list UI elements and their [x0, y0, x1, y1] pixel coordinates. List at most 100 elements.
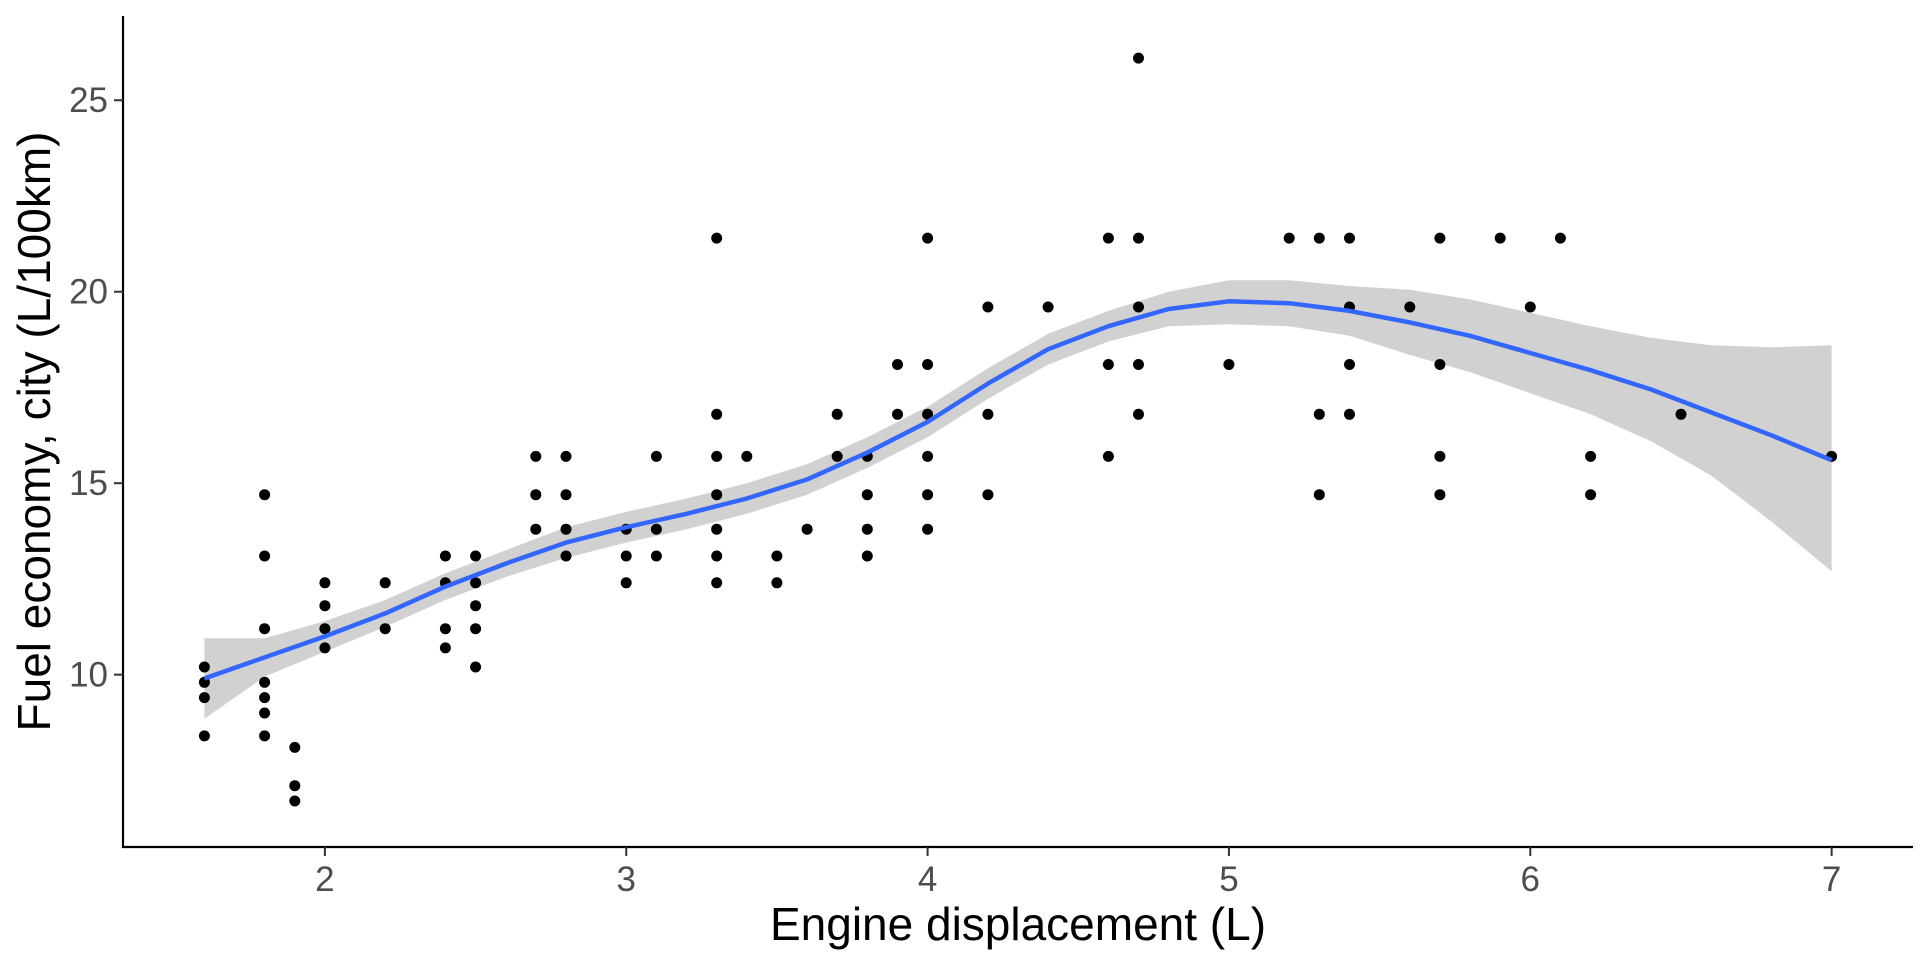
data-point — [1102, 450, 1114, 462]
data-point — [1434, 232, 1446, 244]
data-point — [650, 450, 662, 462]
data-point — [1283, 232, 1295, 244]
data-point — [711, 489, 723, 501]
data-point — [1344, 232, 1355, 244]
data-point — [922, 232, 934, 244]
data-point — [470, 600, 482, 612]
data-point — [1585, 489, 1597, 501]
data-point — [470, 577, 482, 589]
data-point — [1102, 359, 1114, 370]
x-tick-label: 6 — [1521, 860, 1540, 899]
axes-layer — [121, 16, 1913, 849]
data-point — [560, 450, 572, 462]
data-point — [831, 408, 843, 420]
data-point — [1344, 408, 1355, 420]
data-point — [289, 795, 301, 807]
data-point — [470, 550, 482, 562]
data-point — [319, 600, 331, 612]
data-point — [530, 489, 542, 501]
data-point — [1675, 408, 1687, 420]
data-point — [650, 523, 662, 535]
data-point — [560, 489, 572, 501]
x-axis-title: Engine displacement (L) — [770, 898, 1266, 950]
data-point — [259, 730, 271, 742]
y-tick-label: 10 — [69, 656, 108, 695]
data-point — [1042, 301, 1054, 313]
data-point — [1133, 232, 1144, 244]
x-tick-label: 5 — [1219, 860, 1238, 899]
data-point — [439, 550, 451, 562]
data-point — [861, 489, 873, 501]
data-point — [530, 450, 542, 462]
x-tick-label: 7 — [1822, 860, 1841, 899]
data-point — [771, 550, 783, 562]
data-point — [650, 550, 662, 562]
data-point — [470, 623, 482, 635]
data-point — [711, 450, 723, 462]
data-point — [1313, 232, 1325, 244]
data-point — [1524, 301, 1536, 313]
data-point — [259, 623, 271, 635]
data-point — [1434, 489, 1446, 501]
data-point — [861, 523, 873, 535]
data-point — [711, 523, 723, 535]
data-point — [892, 359, 903, 370]
data-point — [771, 577, 783, 589]
data-point — [259, 489, 271, 501]
data-point — [1133, 408, 1144, 420]
data-point — [711, 408, 723, 420]
data-point — [892, 408, 903, 420]
data-point — [861, 550, 873, 562]
data-point — [319, 623, 331, 635]
data-point — [1344, 359, 1355, 370]
points-layer — [198, 52, 1838, 807]
data-point — [259, 550, 271, 562]
data-point — [439, 642, 451, 654]
confidence-band — [204, 280, 1832, 719]
data-point — [530, 523, 542, 535]
data-point — [319, 642, 331, 654]
data-point — [922, 489, 934, 501]
data-point — [259, 707, 271, 719]
x-tick-label: 2 — [315, 860, 334, 899]
data-point — [1434, 359, 1446, 370]
data-point — [289, 780, 301, 792]
data-point — [922, 523, 934, 535]
data-point — [560, 550, 572, 562]
data-point — [1494, 232, 1506, 244]
data-point — [620, 577, 632, 589]
data-point — [922, 450, 934, 462]
data-point — [560, 523, 572, 535]
data-point — [711, 577, 723, 589]
smooth-line-layer — [203, 299, 1833, 681]
data-point — [319, 577, 331, 589]
data-point — [259, 676, 271, 688]
data-point — [379, 577, 391, 589]
data-point — [711, 550, 723, 562]
data-point — [982, 489, 994, 501]
data-point — [1133, 359, 1144, 370]
data-point — [1313, 408, 1325, 420]
data-point — [379, 623, 391, 635]
data-point — [1434, 450, 1446, 462]
smooth-line — [203, 299, 1833, 681]
data-point — [470, 661, 482, 673]
data-point — [198, 692, 210, 704]
ticks-layer: 2 3 4 5 6 7 10 15 20 25 — [69, 81, 1841, 899]
data-point — [289, 741, 301, 753]
data-point — [1102, 232, 1114, 244]
data-point — [801, 523, 813, 535]
y-axis-title: Fuel economy, city (L/100km) — [8, 132, 60, 732]
data-point — [982, 408, 994, 420]
data-point — [1585, 450, 1597, 462]
data-point — [259, 692, 271, 704]
data-point — [1133, 52, 1144, 64]
confidence-band-layer — [204, 280, 1832, 719]
data-point — [1313, 489, 1325, 501]
x-tick-label: 3 — [617, 860, 636, 899]
data-point — [922, 408, 934, 420]
data-point — [1223, 359, 1235, 370]
data-point — [198, 661, 210, 673]
